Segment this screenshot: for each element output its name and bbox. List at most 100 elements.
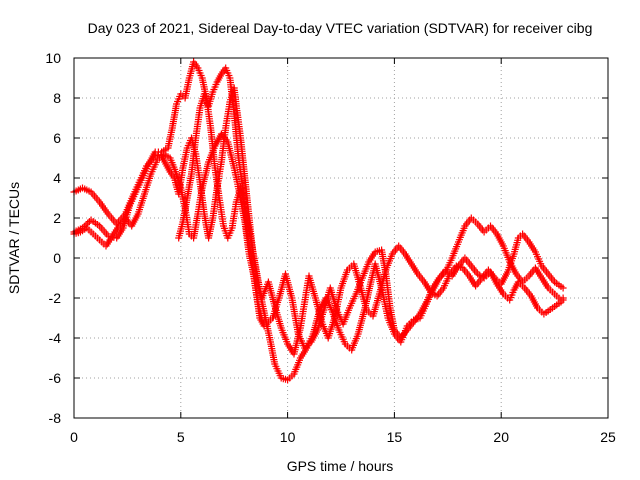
data-point-interp <box>553 280 565 290</box>
data-point-interp <box>97 224 110 238</box>
data-point-interp <box>398 324 410 344</box>
data-point-interp <box>526 240 538 254</box>
data-point-interp <box>351 262 364 288</box>
data-point-interp <box>532 250 545 268</box>
data-point-interp <box>191 60 200 70</box>
data-point-interp <box>430 276 442 292</box>
data-point-interp <box>224 140 238 170</box>
data-point-interp <box>469 216 480 226</box>
data-point-interp <box>148 158 160 176</box>
data-point-interp <box>141 172 154 196</box>
data-point-interp <box>229 200 240 230</box>
data-point-interp <box>182 76 193 100</box>
data-point-interp <box>162 151 172 161</box>
data-point-interp <box>282 272 295 300</box>
y-tick-label: 10 <box>45 50 61 66</box>
data-point-interp <box>222 100 233 130</box>
data-point-interp <box>123 216 134 228</box>
data-point-interp <box>336 328 348 346</box>
series-track-b <box>70 58 567 384</box>
x-tick-label: 25 <box>600 429 616 445</box>
data-point-interp <box>539 276 551 290</box>
y-tick-label: 0 <box>53 250 61 266</box>
data-point-interp <box>429 289 439 299</box>
data-point-interp <box>257 316 267 328</box>
data-point-interp <box>500 244 513 264</box>
data-point-interp <box>482 224 492 234</box>
x-tick-label: 10 <box>280 429 296 445</box>
data-point-interp <box>291 356 303 376</box>
data-point-interp <box>376 268 389 296</box>
data-point-interp <box>110 224 122 238</box>
data-point-interp <box>214 72 224 84</box>
data-point-interp <box>267 340 278 366</box>
data-point-interp <box>527 266 538 278</box>
data-point-interp <box>239 186 251 236</box>
y-axis-label: SDTVAR / TECUs <box>6 182 22 294</box>
data-point-interp <box>493 276 503 286</box>
data-point-interp <box>133 176 145 194</box>
y-tick-label: -8 <box>49 410 62 426</box>
data-point-interp <box>218 126 229 164</box>
data-point-interp <box>188 136 199 176</box>
data-point-interp <box>343 342 353 352</box>
data-point-interp <box>179 196 191 224</box>
data-point-interp <box>216 196 227 228</box>
data-point-interp <box>127 190 139 208</box>
data-point-interp <box>504 252 517 274</box>
data-point-interp <box>223 67 233 79</box>
y-tick-label: 4 <box>53 170 61 186</box>
data-point-interp <box>516 280 527 290</box>
data-point <box>559 296 567 304</box>
data-point-interp <box>437 268 448 280</box>
data-point-interp <box>346 262 356 272</box>
data-point-interp <box>553 292 563 302</box>
data-point-interp <box>72 185 84 195</box>
data-point-interp <box>412 315 422 323</box>
data-point-interp <box>385 316 397 336</box>
data-point-interp <box>219 66 228 76</box>
data-point-interp <box>160 145 170 155</box>
data-point-interp <box>192 106 204 140</box>
data-point-interp <box>331 286 344 320</box>
data-point-interp <box>486 268 497 280</box>
x-tick-label: 0 <box>70 429 78 445</box>
series-track-d <box>175 64 268 330</box>
data-point-interp <box>422 280 433 294</box>
data-point-interp <box>521 274 531 284</box>
data-point-interp <box>196 180 208 216</box>
data-point-interp <box>288 296 302 336</box>
data-point-interp <box>306 274 319 300</box>
data-point-interp <box>373 247 383 255</box>
y-tick-label: 6 <box>53 130 61 146</box>
data-point-interp <box>272 362 284 380</box>
data-point-interp <box>169 102 180 130</box>
data-point-interp <box>520 232 531 244</box>
data-point-interp <box>338 268 351 290</box>
data-point-interp <box>291 326 304 356</box>
data-point-interp <box>179 146 191 170</box>
data-point-interp <box>103 234 115 248</box>
data-point-interp <box>163 162 173 174</box>
data-point-interp <box>297 300 308 330</box>
data-point-interp <box>370 292 383 318</box>
data-point-interp <box>225 227 235 239</box>
data-point-interp <box>473 276 484 288</box>
y-tick-label: -2 <box>49 290 62 306</box>
data-point-interp <box>79 225 89 235</box>
data-point-interp <box>349 332 361 352</box>
data-point-interp <box>114 226 126 240</box>
data-point-interp <box>533 266 544 280</box>
data-point-interp <box>551 300 563 310</box>
data-point-interp <box>159 154 169 166</box>
data-point-interp <box>97 200 111 216</box>
plot-frame <box>73 57 609 419</box>
data-point-interp <box>230 112 242 160</box>
data-point-interp <box>480 268 491 280</box>
data-point-interp <box>89 218 101 228</box>
data-point-interp <box>444 268 454 278</box>
data-point-interp <box>511 280 521 292</box>
data-point-interp <box>402 252 414 266</box>
chart-title: Day 023 of 2021, Sidereal Day-to-day VTE… <box>88 20 593 36</box>
